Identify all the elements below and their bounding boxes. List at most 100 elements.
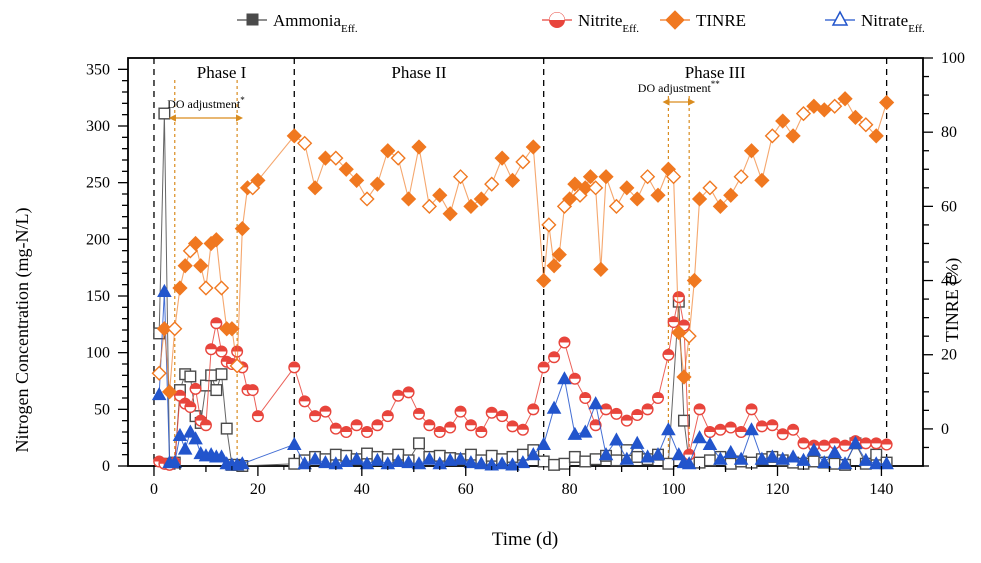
marker-nitrite-eff.-50: [601, 404, 612, 415]
marker-nitrite-eff.-79: [881, 439, 892, 450]
y-right-tick-label-20: 20: [941, 347, 957, 364]
marker-nitrite-eff.-25: [341, 427, 352, 438]
marker-ammonia-eff.-6: [185, 371, 196, 382]
y-left-tick-label-150: 150: [86, 288, 110, 305]
marker-ammonia-eff.-29: [414, 438, 425, 449]
x-tick-label-40: 40: [354, 481, 370, 498]
marker-nitrite-eff.-53: [632, 410, 643, 421]
y-right-tick-label-80: 80: [941, 124, 957, 141]
marker-ammonia-eff.-9: [201, 380, 212, 391]
marker-nitrite-eff.-70: [788, 424, 799, 435]
legend-label-tinre: TINRE: [696, 11, 746, 30]
marker-nitrite-eff.-44: [538, 362, 549, 373]
marker-nitrite-eff.-34: [434, 427, 445, 438]
marker-nitrite-eff.-38: [476, 427, 487, 438]
marker-ammonia-eff.-12: [216, 369, 227, 380]
marker-nitrite-eff.-21: [299, 396, 310, 407]
marker-nitrite-eff.-27: [362, 427, 373, 438]
marker-ammonia-eff.-10: [206, 370, 217, 381]
marker-nitrite-eff.-68: [767, 420, 778, 431]
marker-nitrite-eff.-19: [253, 411, 264, 422]
marker-nitrite-eff.-69: [777, 429, 788, 440]
marker-nitrite-eff.-26: [351, 420, 362, 431]
marker-nitrite-eff.-43: [528, 404, 539, 415]
x-tick-label-60: 60: [458, 481, 474, 498]
marker-nitrite-eff.-64: [725, 422, 736, 433]
x-tick-label-140: 140: [869, 481, 893, 498]
marker-nitrite-eff.-51: [611, 409, 622, 420]
marker-nitrite-eff.-47: [570, 373, 581, 384]
marker-nitrite-eff.-40: [497, 411, 508, 422]
x-tick-label-120: 120: [766, 481, 790, 498]
y-left-tick-label-200: 200: [86, 231, 110, 248]
marker-nitrite-eff.-58: [673, 292, 684, 303]
marker-ammonia-eff.-44: [570, 452, 581, 463]
marker-ammonia-eff.-45: [580, 456, 591, 467]
marker-nitrite-eff.-42: [518, 424, 529, 435]
marker-nitrite-eff.-36: [455, 406, 466, 417]
marker-nitrite-eff.-11: [211, 318, 222, 329]
legend-marker-ammonia: [247, 14, 258, 25]
marker-nitrite-eff.-10: [206, 344, 217, 355]
y-left-tick-label-100: 100: [86, 345, 110, 362]
marker-nitrite-eff.-22: [310, 411, 321, 422]
y-left-tick-label-350: 350: [86, 61, 110, 78]
marker-nitrite-eff.-35: [445, 422, 456, 433]
marker-nitrite-eff.-78: [871, 438, 882, 449]
y-left-axis-title: Nitrogen Concentration (mg-N/L): [12, 208, 33, 453]
marker-nitrite-eff.-46: [559, 337, 570, 348]
svg-text:DO adjustment**: DO adjustment**: [638, 79, 721, 95]
marker-nitrite-eff.-37: [466, 420, 477, 431]
chart-background: [0, 0, 981, 563]
marker-nitrite-eff.-45: [549, 352, 560, 363]
marker-nitrite-eff.-39: [486, 407, 497, 418]
x-axis-title: Time (d): [492, 529, 558, 550]
y-right-tick-label-60: 60: [941, 198, 957, 215]
marker-nitrite-eff.-57: [668, 317, 679, 328]
svg-text:Phase I: Phase I: [197, 63, 247, 82]
marker-nitrite-eff.-30: [393, 390, 404, 401]
y-right-tick-label-0: 0: [941, 421, 949, 438]
marker-nitrite-eff.-61: [694, 404, 705, 415]
y-left-tick-label-50: 50: [94, 401, 110, 418]
y-left-tick-label-300: 300: [86, 118, 110, 135]
marker-nitrite-eff.-67: [757, 421, 768, 432]
marker-nitrite-eff.-32: [414, 409, 425, 420]
y-left-tick-label-250: 250: [86, 175, 110, 192]
marker-nitrite-eff.-29: [383, 411, 394, 422]
marker-nitrite-eff.-71: [798, 438, 809, 449]
marker-nitrite-eff.-20: [289, 362, 300, 373]
marker-ammonia-eff.-17: [289, 458, 300, 469]
y-left-tick-label-0: 0: [102, 458, 110, 475]
marker-nitrite-eff.-77: [861, 438, 872, 449]
marker-nitrite-eff.-18: [247, 385, 258, 396]
marker-nitrite-eff.-62: [705, 427, 716, 438]
marker-nitrite-eff.-23: [320, 406, 331, 417]
y-right-tick-label-100: 100: [941, 50, 965, 67]
marker-nitrite-eff.-12: [216, 346, 227, 357]
marker-nitrite-eff.-56: [663, 350, 674, 361]
marker-nitrite-eff.-41: [507, 421, 518, 432]
svg-text:DO adjustment*: DO adjustment*: [167, 95, 245, 111]
marker-ammonia-eff.-42: [549, 460, 560, 471]
marker-ammonia-eff.-50: [632, 452, 643, 463]
x-tick-label-0: 0: [150, 481, 158, 498]
chart-container: AmmoniaEff. NitriteEff. NitrateEff. TINR…: [0, 0, 981, 563]
marker-nitrite-eff.-54: [642, 404, 653, 415]
chart-svg: AmmoniaEff. NitriteEff. NitrateEff. TINR…: [0, 0, 981, 563]
marker-nitrite-eff.-7: [190, 384, 201, 395]
marker-nitrite-eff.-31: [403, 387, 414, 398]
marker-nitrite-eff.-9: [201, 420, 212, 431]
marker-ammonia-eff.-41: [538, 456, 549, 467]
marker-nitrite-eff.-55: [653, 393, 664, 404]
y-right-axis-title: TINRE (%): [942, 258, 963, 342]
marker-nitrite-eff.-24: [331, 423, 342, 434]
marker-nitrite-eff.-73: [819, 440, 830, 451]
marker-nitrite-eff.-65: [736, 427, 747, 438]
marker-nitrite-eff.-48: [580, 393, 591, 404]
marker-ammonia-eff.-13: [221, 423, 232, 434]
marker-nitrite-eff.-33: [424, 420, 435, 431]
marker-nitrite-eff.-75: [840, 440, 851, 451]
marker-ammonia-eff.-43: [559, 458, 570, 469]
marker-ammonia-eff.-11: [211, 385, 222, 396]
